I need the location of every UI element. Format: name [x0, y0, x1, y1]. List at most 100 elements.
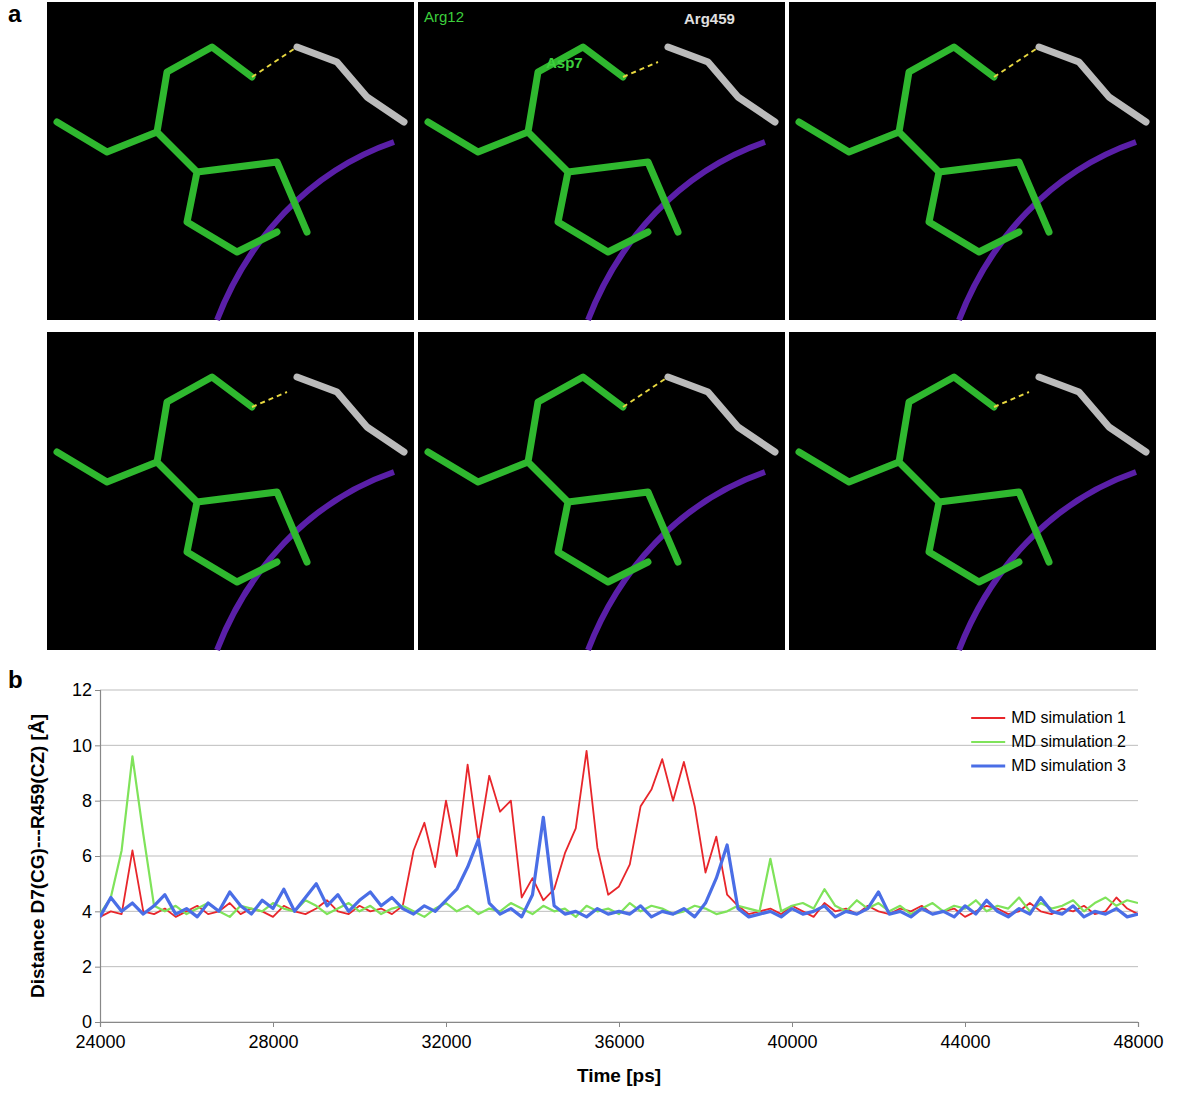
- legend-item: MD simulation 2: [971, 733, 1126, 750]
- tick-mark: [100, 1022, 101, 1027]
- hbond: [252, 392, 287, 407]
- image-background: [47, 2, 414, 320]
- hbond: [623, 377, 668, 407]
- structure-image: [47, 2, 414, 320]
- panel-letter: b: [8, 666, 23, 693]
- tick: 8: [82, 791, 100, 811]
- tick-mark: [95, 911, 100, 912]
- legend: MD simulation 1 MD simulation 2 MD simulat…: [971, 709, 1126, 774]
- arginine-sticks: [668, 47, 775, 122]
- tick-label: 8: [82, 791, 92, 811]
- peptide-sticks: [428, 47, 678, 252]
- series-line: [100, 751, 1138, 917]
- tick-mark: [95, 801, 100, 802]
- tick-mark: [619, 1022, 620, 1027]
- tick-label: 2: [82, 957, 92, 977]
- legend-label: MD simulation 1: [1011, 709, 1126, 726]
- hbond: [994, 392, 1029, 407]
- arginine-sticks: [1039, 47, 1146, 122]
- arginine-sticks: [297, 47, 404, 122]
- legend-label: MD simulation 2: [1011, 733, 1126, 750]
- image-background: [789, 332, 1156, 650]
- tick-mark: [273, 1022, 274, 1027]
- image-background: [418, 332, 785, 650]
- tick-mark: [1138, 1022, 1139, 1027]
- image-background: [47, 332, 414, 650]
- residue-label: Arg12: [424, 8, 464, 25]
- legend-swatch: [971, 741, 1005, 743]
- x-axis: 24000 28000 32000 36000 40000 44000 48000: [75, 1022, 1163, 1052]
- arginine-sticks: [1039, 377, 1146, 452]
- peptide-sticks: [57, 47, 307, 252]
- tick-mark: [95, 690, 100, 691]
- tick-label: 12: [72, 680, 92, 700]
- peptide-sticks: [57, 377, 307, 582]
- image-background: [789, 2, 1156, 320]
- residue-label: Asp7: [546, 54, 583, 71]
- tick-label: 32000: [421, 1032, 471, 1052]
- legend-item: MD simulation 1: [971, 709, 1126, 726]
- tick: 6: [82, 846, 100, 866]
- peptide-sticks: [799, 47, 1049, 252]
- tick: 0: [82, 1012, 100, 1032]
- grid-line: [100, 690, 1138, 691]
- tick-mark: [792, 1022, 793, 1027]
- tick-mark: [95, 967, 100, 968]
- structure-image: [418, 332, 785, 650]
- tick-label: 24000: [75, 1032, 125, 1052]
- tick: 2: [82, 957, 100, 977]
- peptide-sticks: [799, 377, 1049, 582]
- tick: 36000: [594, 1022, 644, 1052]
- tick-label: 44000: [940, 1032, 990, 1052]
- tick-mark: [95, 1022, 100, 1023]
- axis-line: [101, 1023, 1139, 1028]
- tick-label: 36000: [594, 1032, 644, 1052]
- tick: 10: [72, 736, 100, 756]
- tick-label: 4: [82, 902, 92, 922]
- series-line: [100, 817, 1138, 917]
- peptide-sticks: [428, 377, 678, 582]
- structure-image: [789, 332, 1156, 650]
- legend-swatch: [971, 764, 1005, 767]
- tick-label: 0: [82, 1012, 92, 1032]
- tick-mark: [965, 1022, 966, 1027]
- legend-swatch: [971, 717, 1005, 719]
- image-background: [418, 2, 785, 320]
- grid: [100, 690, 1138, 1022]
- hbond: [623, 62, 658, 77]
- residue-label: Arg459: [684, 10, 735, 27]
- y-axis: 0 2 4 6 8 10 12: [72, 680, 101, 1032]
- legend-item: MD simulation 3: [971, 757, 1126, 774]
- grid-line: [100, 800, 1138, 801]
- grid-line: [100, 966, 1138, 967]
- grid-line: [100, 745, 1138, 746]
- arginine-sticks: [668, 377, 775, 452]
- plot-area: [100, 751, 1138, 917]
- arginine-sticks: [297, 377, 404, 452]
- y-axis-title: Distance D7(CG)---R459(CZ) [Å]: [27, 714, 48, 998]
- structure-image: [47, 332, 414, 650]
- tick: 12: [72, 680, 100, 700]
- panel-a: [47, 2, 1156, 650]
- tick: 48000: [1113, 1022, 1163, 1052]
- grid-line: [100, 856, 1138, 857]
- x-axis-title: Time [ps]: [577, 1065, 661, 1086]
- hbond: [252, 47, 297, 77]
- tick: 32000: [421, 1022, 471, 1052]
- hbond: [994, 47, 1039, 77]
- figure: a Arg12 Asp7 Arg459 b 0 2 4 6 8 10 12 24000 28000 3200…: [0, 0, 1184, 1110]
- tick-label: 48000: [1113, 1032, 1163, 1052]
- tick-label: 28000: [248, 1032, 298, 1052]
- tick-label: 10: [72, 736, 92, 756]
- tick: 4: [82, 902, 100, 922]
- tick-label: 40000: [767, 1032, 817, 1052]
- tick-label: 6: [82, 846, 92, 866]
- tick-mark: [95, 745, 100, 746]
- series-line: [100, 756, 1138, 916]
- structure-image: [789, 2, 1156, 320]
- tick: 44000: [940, 1022, 990, 1052]
- panel-letter: a: [8, 0, 22, 27]
- structure-image: [418, 2, 785, 320]
- tick: 28000: [248, 1022, 298, 1052]
- tick-mark: [446, 1022, 447, 1027]
